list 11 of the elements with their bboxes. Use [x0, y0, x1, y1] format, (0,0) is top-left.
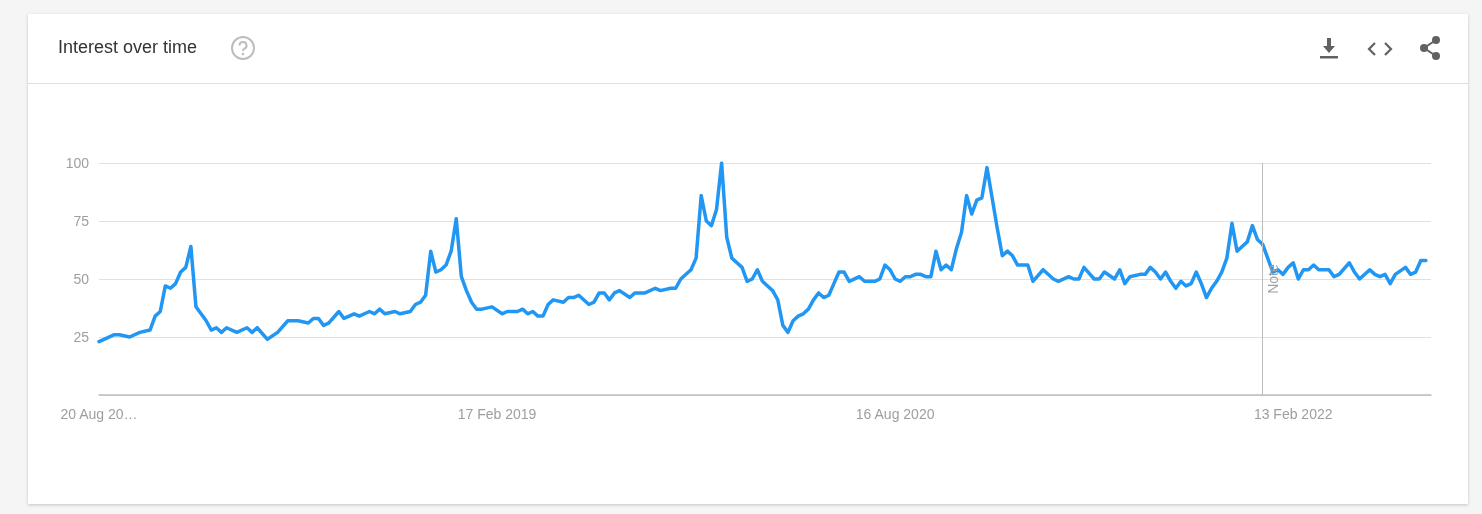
y-tick-label: 100 [65, 155, 90, 171]
chart-title: Interest over time [58, 37, 198, 58]
x-tick-label: 16 Aug 2020 [855, 406, 935, 422]
line-series [97, 161, 1428, 344]
y-tick-label: 75 [73, 213, 90, 229]
y-tick-label: 25 [73, 329, 90, 345]
y-tick-label: 50 [73, 271, 90, 287]
x-tick-label: 17 Feb 2019 [457, 406, 537, 422]
x-tick-label: 13 Feb 2022 [1253, 406, 1333, 422]
ref-line-label: Note [1264, 264, 1281, 294]
x-tick-label: 20 Aug 20… [60, 406, 138, 422]
